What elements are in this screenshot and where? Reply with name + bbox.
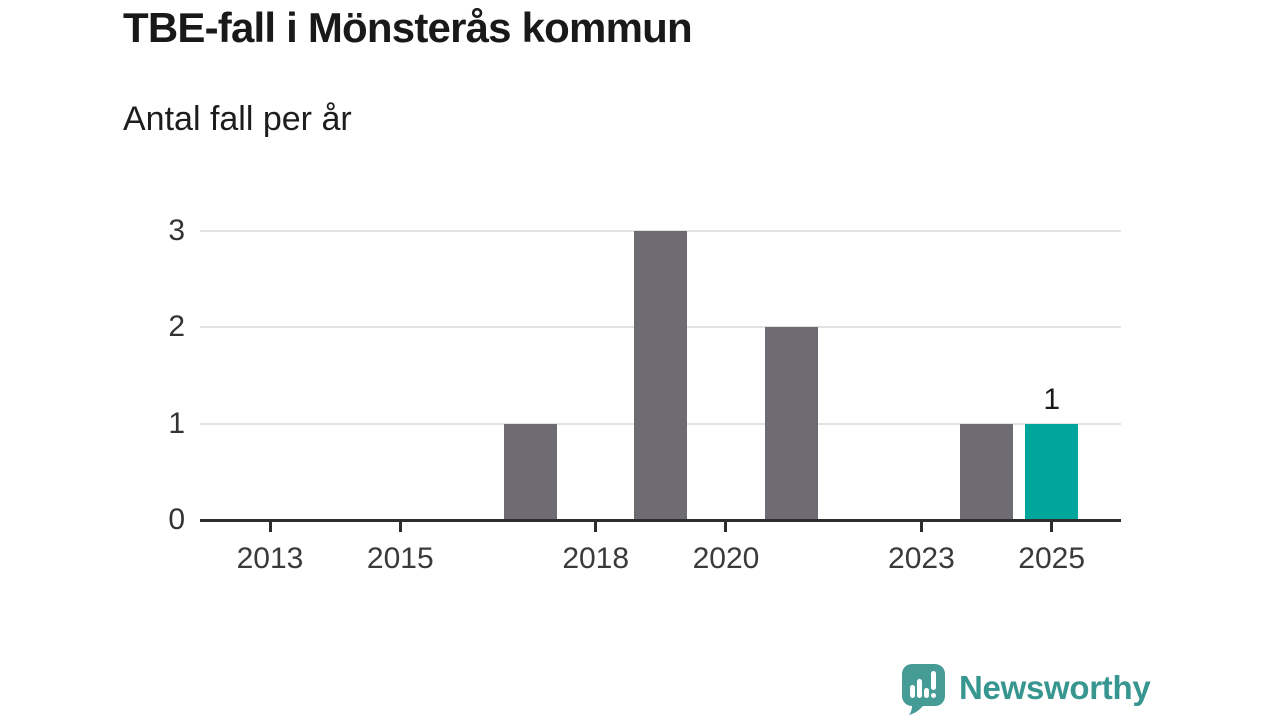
- logo-barchart-glyph: [910, 671, 936, 698]
- chart-title: TBE-fall i Mönsterås kommun: [123, 4, 693, 51]
- x-axis-label: 2018: [562, 542, 630, 575]
- bar-2019: [634, 230, 688, 520]
- bar-2025: [1025, 423, 1079, 520]
- x-axis-tick-2025: [1050, 522, 1054, 532]
- x-axis-tick-2018: [594, 522, 598, 532]
- x-axis-label: 2023: [888, 542, 955, 575]
- chart-subtitle: Antal fall per år: [123, 100, 352, 138]
- y-axis-label: 1: [168, 406, 185, 440]
- y-axis-label: 3: [168, 213, 185, 247]
- x-axis-tick-2023: [919, 522, 923, 532]
- newsworthy-logo-icon: [902, 664, 945, 715]
- x-axis-label: 2015: [366, 542, 434, 575]
- x-axis-label: 2013: [236, 542, 304, 575]
- bar-value-label-2025: 1: [1043, 382, 1061, 416]
- x-axis-tick-2015: [398, 522, 402, 532]
- newsworthy-logo: Newsworthy: [902, 664, 1151, 716]
- newsworthy-logo-text: Newsworthy: [959, 669, 1151, 706]
- x-axis-label: 2020: [692, 542, 760, 575]
- y-axis-label: 2: [168, 310, 185, 343]
- y-axis-label: 0: [168, 503, 185, 536]
- x-axis-label: 2025: [1018, 542, 1086, 575]
- bar-2024: [960, 423, 1014, 520]
- x-axis-tick-2013: [268, 522, 272, 532]
- x-axis-tick-2020: [724, 522, 728, 532]
- bar-2017: [504, 423, 558, 520]
- bar-2021: [764, 327, 818, 520]
- x-axis-line: [200, 519, 1121, 522]
